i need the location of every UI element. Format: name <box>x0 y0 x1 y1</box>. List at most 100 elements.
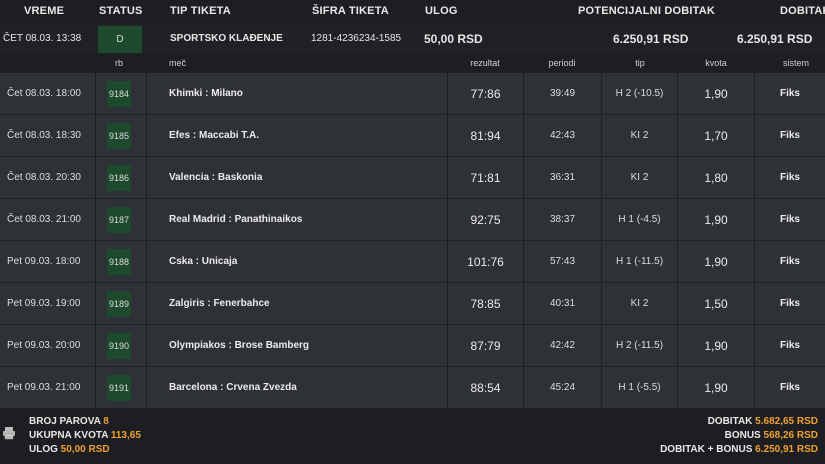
row-rb-badge: 9188 <box>107 249 131 275</box>
row-vreme: Pet 09.03. 21:00 <box>7 382 81 393</box>
ticket-ulog: 50,00 RSD <box>424 32 483 46</box>
col-periodi: periodi <box>548 58 576 68</box>
column-divider <box>447 241 448 282</box>
col-tip: tip <box>635 58 645 68</box>
row-rb-badge: 9189 <box>107 291 131 317</box>
table-row[interactable]: Čet 08.03. 20:30 Valencia : Baskonia 71:81… <box>0 157 825 199</box>
row-sistem: Fiks <box>779 382 800 393</box>
column-divider <box>601 115 602 156</box>
row-periodi: 42:43 <box>549 130 576 141</box>
row-mec: Cska : Unicaja <box>169 256 238 267</box>
row-mec: Barcelona : Crvena Zvezda <box>169 382 297 393</box>
footer-dobitak-bonus: DOBITAK + BONUS 6.250,91 RSD <box>660 444 818 455</box>
row-periodi: 45:24 <box>549 382 576 393</box>
column-divider <box>146 325 147 366</box>
column-divider <box>523 199 524 240</box>
column-divider <box>146 199 147 240</box>
table-row[interactable]: Pet 09.03. 19:00 Zalgiris : Fenerbahce 78:… <box>0 283 825 325</box>
row-tip: H 2 (-11.5) <box>615 340 664 351</box>
col-sistem: sistem <box>782 58 810 68</box>
printer-icon[interactable] <box>2 426 16 440</box>
row-sistem: Fiks <box>779 298 800 309</box>
column-divider <box>95 73 96 114</box>
table-row[interactable]: Pet 09.03. 21:00 Barcelona : Crvena Zvezd… <box>0 367 825 409</box>
table-row[interactable]: Čet 08.03. 18:30 Efes : Maccabi T.A. 81:94… <box>0 115 825 157</box>
column-divider <box>677 241 678 282</box>
col-potencijalni-dobitak: POTENCIJALNI DOBITAK <box>578 5 716 17</box>
column-divider <box>95 325 96 366</box>
row-tip: H 2 (-10.5) <box>615 88 664 99</box>
column-divider <box>447 115 448 156</box>
column-divider <box>754 199 755 240</box>
row-kvota: 1,90 <box>704 212 728 227</box>
ticket-vreme: ČET 08.03. 13:38 <box>3 33 82 44</box>
column-divider <box>601 199 602 240</box>
column-divider <box>754 283 755 324</box>
column-divider <box>95 241 96 282</box>
table-row[interactable]: Pet 09.03. 18:00 Cska : Unicaja 101:76 57:4… <box>0 241 825 283</box>
column-divider <box>447 157 448 198</box>
row-mec: Real Madrid : Panathinaikos <box>169 214 303 225</box>
col-sifra-tiketa: ŠIFRA TIKETA <box>312 5 389 17</box>
column-divider <box>447 199 448 240</box>
column-divider <box>601 241 602 282</box>
table-row[interactable]: Čet 08.03. 18:00 Khimki : Milano 77:86 39:4… <box>0 73 825 115</box>
column-divider <box>95 199 96 240</box>
ticket-footer: BROJ PAROVA 8 UKUPNA KVOTA 113,65 ULOG 5… <box>0 408 825 464</box>
col-rezultat: rezultat <box>470 58 500 68</box>
column-divider <box>146 115 147 156</box>
row-vreme: Čet 08.03. 18:30 <box>7 130 81 141</box>
row-rb-badge: 9185 <box>107 123 131 149</box>
column-divider <box>677 73 678 114</box>
footer-ulog: ULOG 50,00 RSD <box>29 444 110 455</box>
column-divider <box>95 157 96 198</box>
table-row[interactable]: Pet 09.03. 20:00 Olympiakos : Brose Bambe… <box>0 325 825 367</box>
column-divider <box>754 115 755 156</box>
column-divider <box>523 73 524 114</box>
column-divider <box>95 283 96 324</box>
column-divider <box>146 283 147 324</box>
row-rb-badge: 9184 <box>107 81 131 107</box>
row-kvota: 1,90 <box>704 380 728 395</box>
col-tip-tiketa: TIP TIKETA <box>170 5 231 17</box>
row-rezultat: 92:75 <box>470 212 501 227</box>
ticket-potencijalni-dobitak: 6.250,91 RSD <box>613 32 689 46</box>
row-tip: H 1 (-5.5) <box>618 382 661 393</box>
row-sistem: Fiks <box>779 88 800 99</box>
column-divider <box>677 325 678 366</box>
row-kvota: 1,90 <box>704 338 728 353</box>
column-divider <box>601 325 602 366</box>
row-periodi: 57:43 <box>549 256 576 267</box>
col-ulog: ULOG <box>425 5 458 17</box>
row-rezultat: 71:81 <box>470 170 501 185</box>
col-vreme: VREME <box>24 5 65 17</box>
ukupna-kvota: UKUPNA KVOTA 113,65 <box>29 430 141 441</box>
table-row[interactable]: Čet 08.03. 21:00 Real Madrid : Panathinai… <box>0 199 825 241</box>
ticket-sifra: 1281-4236234-1585 <box>311 33 402 44</box>
column-divider <box>677 157 678 198</box>
ticket-dobitak: 6.250,91 RSD <box>737 32 813 46</box>
row-mec: Zalgiris : Fenerbahce <box>169 298 270 309</box>
row-sistem: Fiks <box>779 214 800 225</box>
column-divider <box>754 325 755 366</box>
row-kvota: 1,90 <box>704 254 728 269</box>
row-rezultat: 81:94 <box>470 128 501 143</box>
row-vreme: Čet 08.03. 21:00 <box>7 214 81 225</box>
row-tip: H 1 (-11.5) <box>615 256 664 267</box>
column-divider <box>523 115 524 156</box>
column-divider <box>754 241 755 282</box>
column-divider <box>146 241 147 282</box>
row-tip: KI 2 <box>630 172 649 183</box>
row-tip: KI 2 <box>630 130 649 141</box>
row-sistem: Fiks <box>779 340 800 351</box>
column-divider <box>754 73 755 114</box>
column-divider <box>601 73 602 114</box>
row-periodi: 38:37 <box>549 214 576 225</box>
row-sistem: Fiks <box>779 172 800 183</box>
column-divider <box>523 367 524 408</box>
row-tip: H 1 (-4.5) <box>618 214 661 225</box>
column-divider <box>523 157 524 198</box>
row-periodi: 40:31 <box>549 298 576 309</box>
column-divider <box>677 283 678 324</box>
row-sistem: Fiks <box>779 130 800 141</box>
